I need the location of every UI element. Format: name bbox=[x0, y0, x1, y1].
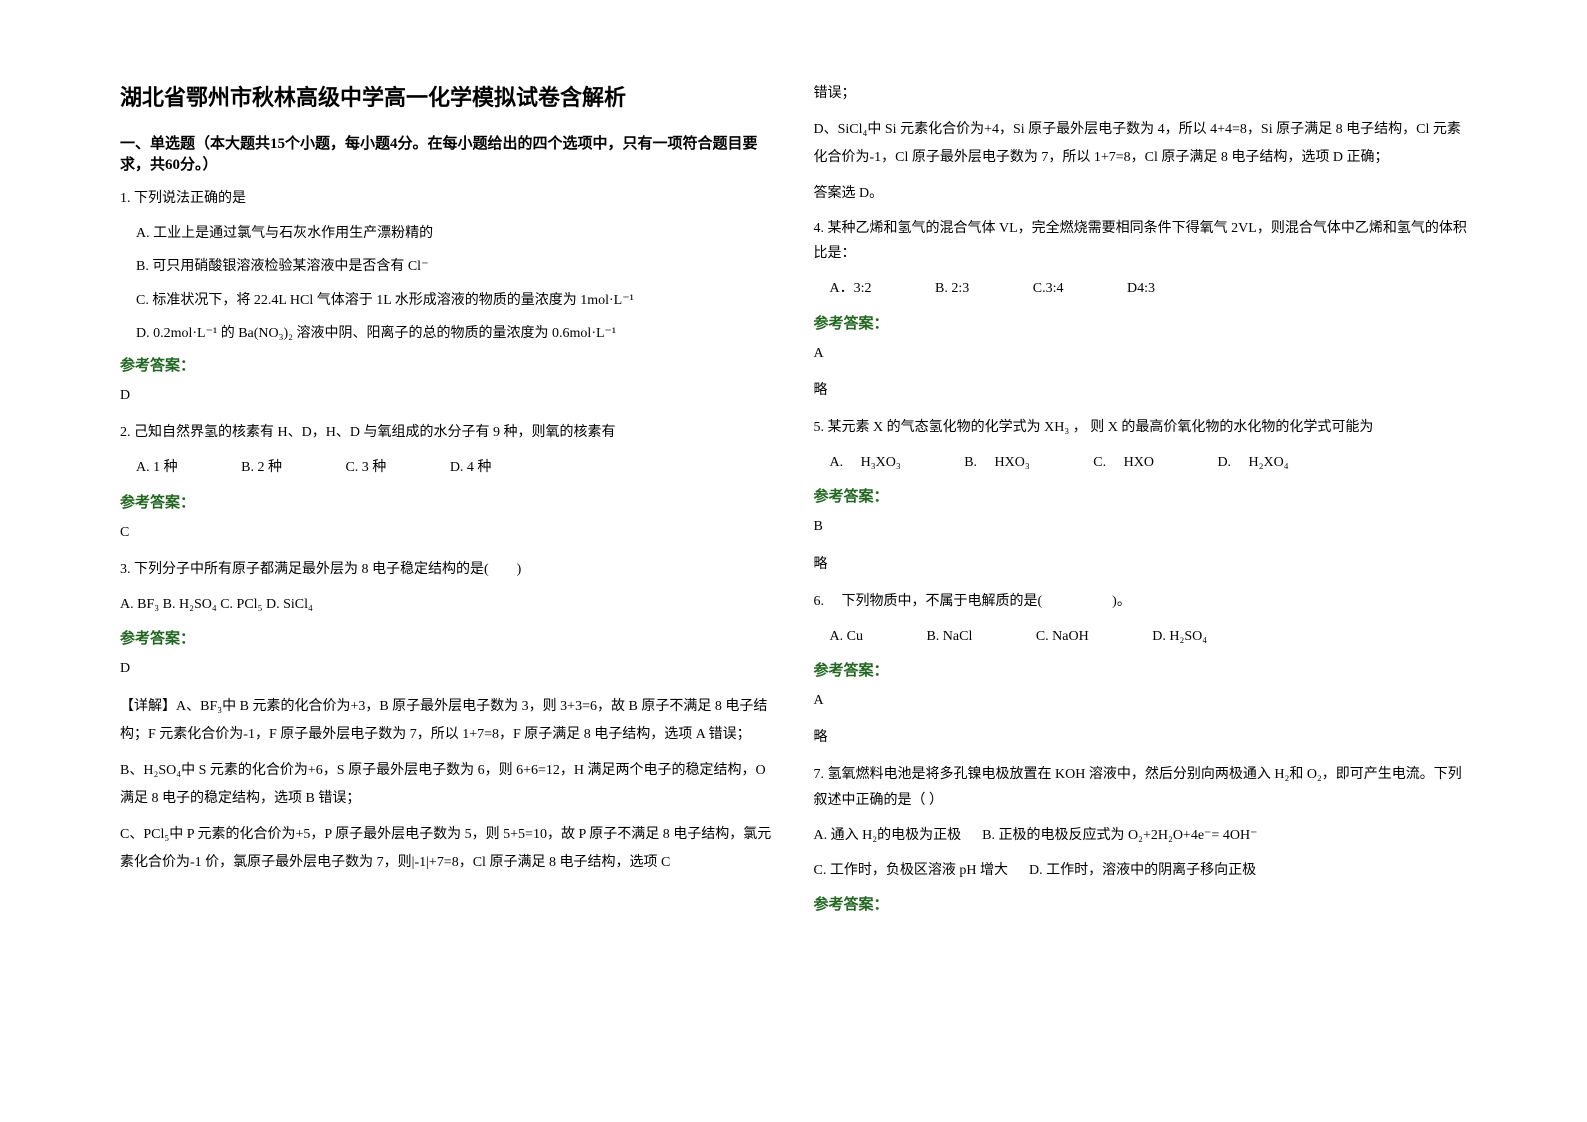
q3-explanation-2: B、H₂SO₄中 S 元素的化合价为+6，S 原子最外层电子数为 6，则 6+6… bbox=[120, 757, 774, 813]
q2-option-d: D. 4 种 bbox=[450, 460, 492, 475]
q2-options: A. 1 种 B. 2 种 C. 3 种 D. 4 种 bbox=[136, 455, 774, 480]
q2-answer: C bbox=[120, 520, 774, 545]
q5-answer: B bbox=[814, 514, 1468, 539]
q6-option-b: B. NaCl bbox=[926, 629, 972, 644]
q4-option-d: D4:3 bbox=[1127, 281, 1155, 296]
q3-explanation-6: 答案选 D。 bbox=[814, 180, 1468, 208]
q5-option-b: B. HXO₃ bbox=[964, 455, 1030, 470]
question-2: 2. 己知自然界氢的核素有 H、D，H、D 与氧组成的水分子有 9 种，则氧的核… bbox=[120, 420, 774, 445]
question-3: 3. 下列分子中所有原子都满足最外层为 8 电子稳定结构的是( ) bbox=[120, 557, 774, 582]
q3-explanation-5: D、SiCl₄中 Si 元素化合价为+4，Si 原子最外层电子数为 4，所以 4… bbox=[814, 116, 1468, 172]
question-6: 6. 下列物质中，不属于电解质的是( )。 bbox=[814, 589, 1468, 614]
q6-option-d: D. H₂SO₄ bbox=[1152, 629, 1207, 644]
q1-option-a: A. 工业上是通过氯气与石灰水作用生产漂粉精的 bbox=[136, 221, 774, 246]
right-column: 错误； D、SiCl₄中 Si 元素化合价为+4，Si 原子最外层电子数为 4，… bbox=[794, 80, 1488, 1042]
q6-option-a: A. Cu bbox=[830, 629, 863, 644]
q1-option-d: D. 0.2mol·L⁻¹ 的 Ba(NO₃)₂ 溶液中阴、阳离子的总的物质的量… bbox=[136, 321, 774, 346]
q1-answer: D bbox=[120, 383, 774, 408]
q4-option-b: B. 2:3 bbox=[935, 281, 969, 296]
q5-note: 略 bbox=[814, 552, 1468, 577]
q4-options: A．3:2 B. 2:3 C.3:4 D4:3 bbox=[830, 276, 1468, 301]
answer-label: 参考答案： bbox=[120, 354, 774, 375]
q6-option-c: C. NaOH bbox=[1036, 629, 1089, 644]
q3-answer: D bbox=[120, 656, 774, 681]
answer-label: 参考答案： bbox=[120, 627, 774, 648]
q5-option-c: C. HXO bbox=[1093, 455, 1154, 470]
question-5: 5. 某元素 X 的气态氢化物的化学式为 XH₃ ， 则 X 的最高价氧化物的水… bbox=[814, 415, 1468, 440]
q4-option-c: C.3:4 bbox=[1033, 281, 1064, 296]
q2-option-a: A. 1 种 bbox=[136, 460, 178, 475]
question-1: 1. 下列说法正确的是 bbox=[120, 186, 774, 211]
answer-label: 参考答案： bbox=[814, 893, 1468, 914]
q7-option-d: D. 工作时，溶液中的阴离子移向正极 bbox=[1029, 863, 1256, 878]
q5-option-d: D. H₂XO₄ bbox=[1217, 455, 1288, 470]
q6-answer: A bbox=[814, 688, 1468, 713]
q6-options: A. Cu B. NaCl C. NaOH D. H₂SO₄ bbox=[830, 624, 1468, 649]
q5-option-a: A. H₃XO₃ bbox=[830, 455, 901, 470]
q4-answer: A bbox=[814, 341, 1468, 366]
q6-note: 略 bbox=[814, 725, 1468, 750]
left-column: 湖北省鄂州市秋林高级中学高一化学模拟试卷含解析 一、单选题（本大题共15个小题，… bbox=[100, 80, 794, 1042]
q3-options: A. BF₃ B. H₂SO₄ C. PCl₅ D. SiCl₄ bbox=[120, 592, 774, 617]
q4-option-a: A．3:2 bbox=[830, 281, 872, 296]
q4-note: 略 bbox=[814, 378, 1468, 403]
exam-title: 湖北省鄂州市秋林高级中学高一化学模拟试卷含解析 bbox=[120, 80, 774, 112]
q7-option-c: C. 工作时，负极区溶液 pH 增大 bbox=[814, 863, 1008, 878]
q3-explanation-1: 【详解】A、BF₃中 B 元素的化合价为+3，B 原子最外层电子数为 3，则 3… bbox=[120, 693, 774, 749]
section-heading: 一、单选题（本大题共15个小题，每小题4分。在每小题给出的四个选项中，只有一项符… bbox=[120, 132, 774, 174]
answer-label: 参考答案： bbox=[814, 312, 1468, 333]
q7-option-b: B. 正极的电极反应式为 O₂+2H₂O+4e⁻= 4OH⁻ bbox=[982, 828, 1257, 843]
q3-explanation-3: C、PCl₅中 P 元素的化合价为+5，P 原子最外层电子数为 5，则 5+5=… bbox=[120, 821, 774, 877]
q2-option-b: B. 2 种 bbox=[241, 460, 282, 475]
answer-label: 参考答案： bbox=[814, 659, 1468, 680]
q2-option-c: C. 3 种 bbox=[345, 460, 386, 475]
q7-option-a: A. 通入 H₂的电极为正极 bbox=[814, 828, 962, 843]
q7-options-ab: A. 通入 H₂的电极为正极 B. 正极的电极反应式为 O₂+2H₂O+4e⁻=… bbox=[814, 823, 1468, 848]
answer-label: 参考答案： bbox=[120, 491, 774, 512]
q1-option-c: C. 标准状况下，将 22.4L HCl 气体溶于 1L 水形成溶液的物质的量浓… bbox=[136, 288, 774, 313]
q7-options-cd: C. 工作时，负极区溶液 pH 增大 D. 工作时，溶液中的阴离子移向正极 bbox=[814, 858, 1468, 883]
question-7: 7. 氢氧燃料电池是将多孔镍电极放置在 KOH 溶液中，然后分别向两极通入 H₂… bbox=[814, 762, 1468, 812]
q3-explanation-4: 错误； bbox=[814, 80, 1468, 108]
answer-label: 参考答案： bbox=[814, 485, 1468, 506]
question-4: 4. 某种乙烯和氢气的混合气体 VL，完全燃烧需要相同条件下得氧气 2VL，则混… bbox=[814, 216, 1468, 266]
q1-option-b: B. 可只用硝酸银溶液检验某溶液中是否含有 Cl⁻ bbox=[136, 254, 774, 279]
q5-options: A. H₃XO₃ B. HXO₃ C. HXO D. H₂XO₄ bbox=[830, 450, 1468, 475]
